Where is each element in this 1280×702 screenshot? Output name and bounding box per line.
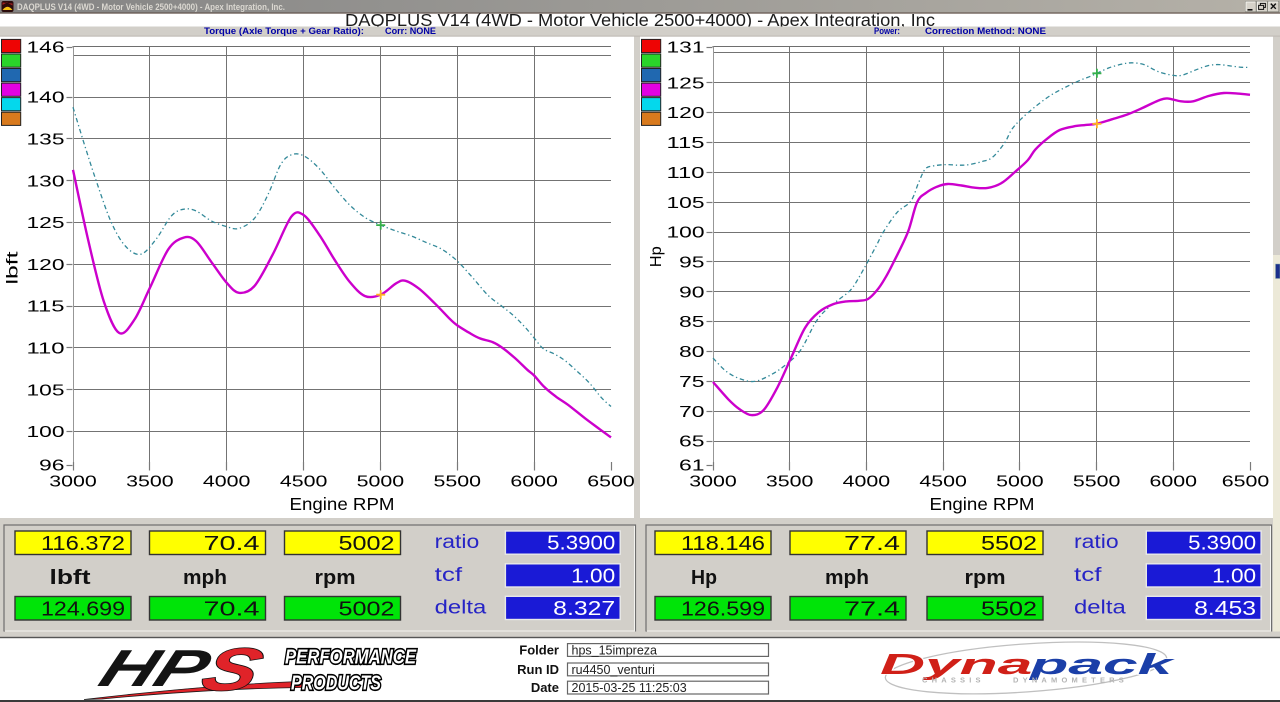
svg-text:3500: 3500 [126, 474, 174, 491]
svg-text:6500: 6500 [587, 474, 635, 491]
svg-text:100: 100 [667, 225, 705, 242]
svg-text:80: 80 [679, 344, 705, 361]
svg-text:6000: 6000 [510, 474, 558, 491]
svg-text:Engine RPM: Engine RPM [290, 494, 395, 514]
svg-text:77.4: 77.4 [844, 599, 900, 621]
svg-text:61: 61 [679, 458, 705, 475]
svg-text:tcf: tcf [435, 565, 463, 586]
svg-text:mph: mph [183, 567, 227, 589]
svg-text:Folder: Folder [519, 643, 559, 658]
svg-text:ratio: ratio [1074, 532, 1119, 553]
svg-text:70: 70 [679, 404, 705, 421]
svg-text:77.4: 77.4 [844, 533, 900, 555]
svg-text:110: 110 [667, 165, 705, 182]
svg-text:hps_15impreza: hps_15impreza [572, 644, 658, 658]
svg-text:126.599: 126.599 [681, 599, 765, 621]
svg-text:rpm: rpm [965, 567, 1006, 589]
svg-text:ru4450_venturi: ru4450_venturi [572, 663, 655, 677]
svg-text:Power:: Power: [874, 26, 900, 37]
svg-text:125: 125 [27, 215, 65, 232]
svg-text:1.00: 1.00 [571, 566, 615, 588]
svg-text:5002: 5002 [339, 533, 395, 555]
svg-text:Torque (Axle Torque + Gear Rat: Torque (Axle Torque + Gear Ratio): [204, 26, 364, 37]
svg-text:90: 90 [679, 284, 705, 301]
svg-text:5000: 5000 [996, 474, 1044, 491]
svg-text:5002: 5002 [339, 599, 395, 621]
svg-text:8.453: 8.453 [1194, 598, 1256, 620]
svg-text:85: 85 [679, 314, 705, 331]
svg-text:105: 105 [27, 382, 65, 399]
svg-text:delta: delta [1074, 598, 1126, 619]
svg-text:5500: 5500 [434, 474, 482, 491]
svg-text:100: 100 [27, 424, 65, 441]
svg-text:rpm: rpm [315, 567, 356, 589]
svg-text:118.146: 118.146 [681, 533, 765, 555]
svg-text:Engine RPM: Engine RPM [930, 494, 1035, 514]
svg-text:PRODUCTS: PRODUCTS [291, 673, 382, 695]
svg-text:65: 65 [679, 434, 705, 451]
svg-text:140: 140 [27, 90, 65, 107]
svg-text:ratio: ratio [435, 532, 480, 553]
svg-text:lbft: lbft [5, 250, 22, 284]
svg-text:116.372: 116.372 [41, 533, 125, 555]
svg-text:70.4: 70.4 [204, 533, 260, 555]
svg-text:95: 95 [679, 255, 705, 272]
svg-text:5.3900: 5.3900 [1188, 533, 1256, 555]
svg-text:lbft: lbft [50, 567, 91, 589]
svg-text:3000: 3000 [49, 474, 97, 491]
svg-text:Date: Date [531, 680, 559, 695]
svg-text:130: 130 [27, 173, 65, 190]
svg-text:Correction Method: NONE: Correction Method: NONE [925, 26, 1046, 37]
svg-text:5000: 5000 [357, 474, 405, 491]
svg-text:120: 120 [667, 105, 705, 122]
svg-text:5502: 5502 [981, 599, 1037, 621]
svg-text:124.699: 124.699 [41, 599, 125, 621]
svg-text:HP: HP [91, 640, 219, 698]
svg-text:2015-03-25 11:25:03: 2015-03-25 11:25:03 [572, 681, 687, 695]
svg-text:DAQPLUS V14 (4WD - Motor Vehic: DAQPLUS V14 (4WD - Motor Vehicle 2500+40… [17, 2, 285, 13]
svg-text:120: 120 [27, 257, 65, 274]
svg-text:4000: 4000 [843, 474, 891, 491]
svg-text:105: 105 [667, 195, 705, 212]
svg-text:115: 115 [27, 299, 65, 316]
svg-text:Hp: Hp [691, 567, 717, 589]
svg-text:135: 135 [27, 132, 65, 149]
svg-text:Corr: NONE: Corr: NONE [385, 26, 436, 37]
svg-text:146: 146 [27, 40, 65, 57]
svg-text:70.4: 70.4 [204, 599, 260, 621]
svg-text:delta: delta [435, 598, 487, 619]
svg-text:5502: 5502 [981, 533, 1037, 555]
svg-text:5500: 5500 [1073, 474, 1121, 491]
svg-text:115: 115 [667, 135, 705, 152]
svg-text:5.3900: 5.3900 [547, 533, 615, 555]
svg-text:125: 125 [667, 75, 705, 92]
svg-text:DAQPLUS V14 (4WD - Motor Vehic: DAQPLUS V14 (4WD - Motor Vehicle 2500+40… [345, 10, 935, 30]
svg-text:8.327: 8.327 [553, 598, 615, 620]
svg-text:3000: 3000 [689, 474, 737, 491]
svg-text:3500: 3500 [766, 474, 814, 491]
svg-text:131: 131 [667, 40, 705, 57]
svg-text:1.00: 1.00 [1212, 566, 1256, 588]
svg-text:4000: 4000 [203, 474, 251, 491]
svg-text:75: 75 [679, 374, 705, 391]
svg-text:110: 110 [27, 341, 65, 358]
svg-text:6500: 6500 [1222, 474, 1270, 491]
svg-text:PERFORMANCE: PERFORMANCE [285, 647, 417, 669]
svg-text:CHASSIS: CHASSIS [922, 676, 985, 685]
svg-text:mph: mph [825, 567, 869, 589]
svg-text:4500: 4500 [919, 474, 967, 491]
svg-text:6000: 6000 [1150, 474, 1198, 491]
svg-text:Run ID: Run ID [517, 662, 559, 677]
svg-text:Hp: Hp [648, 246, 665, 267]
svg-text:Dynapack: Dynapack [880, 648, 1176, 680]
svg-text:tcf: tcf [1074, 565, 1102, 586]
svg-text:4500: 4500 [280, 474, 328, 491]
svg-text:96: 96 [39, 458, 65, 475]
svg-text:DYNAMOMETERS: DYNAMOMETERS [1013, 676, 1128, 685]
